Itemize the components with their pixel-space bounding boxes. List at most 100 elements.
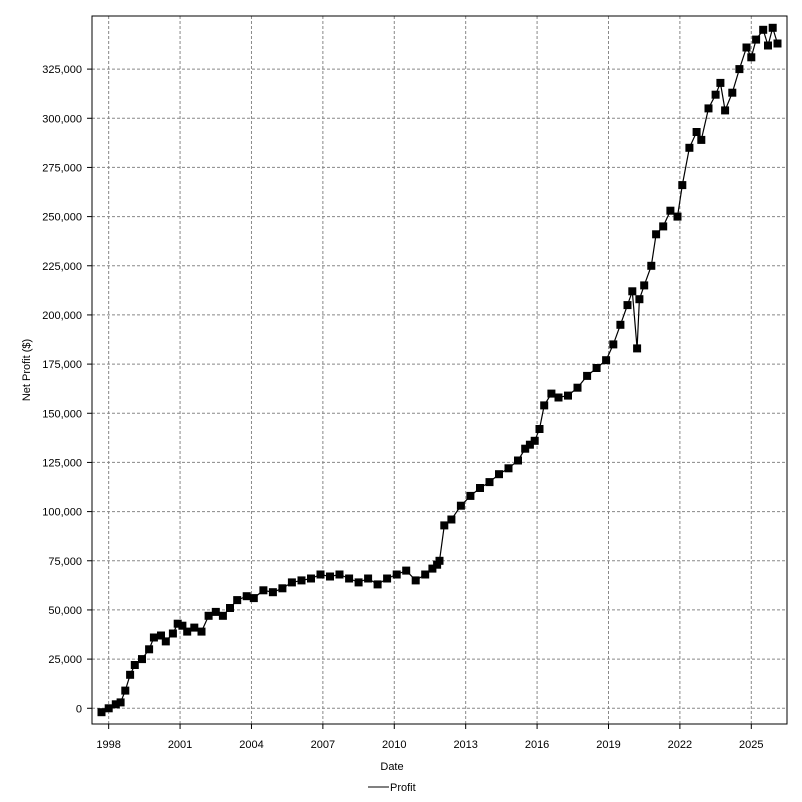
data-point: [747, 53, 756, 62]
data-point: [547, 389, 556, 398]
data-point: [218, 611, 227, 620]
y-tick-label: 0: [76, 703, 82, 715]
data-point: [354, 578, 363, 587]
data-point: [692, 128, 701, 136]
data-point: [573, 383, 582, 392]
x-tick-label: 2022: [668, 739, 692, 751]
data-point: [447, 515, 456, 524]
data-point: [647, 261, 656, 270]
data-point: [392, 570, 401, 579]
data-point: [183, 627, 192, 636]
data-point: [157, 631, 165, 640]
x-tick-label: 2016: [525, 739, 549, 751]
plot-area-border: [91, 15, 788, 725]
data-point: [373, 580, 382, 589]
data-point: [278, 584, 287, 593]
y-tick-label: 50,000: [48, 605, 82, 617]
data-point: [764, 41, 772, 50]
data-point: [521, 444, 530, 453]
data-point: [233, 596, 242, 605]
data-point: [440, 521, 449, 530]
data-point: [504, 464, 513, 473]
y-tick-label: 225,000: [42, 261, 82, 273]
y-tick-label: 75,000: [48, 556, 82, 568]
data-point: [635, 295, 644, 304]
data-point: [530, 436, 539, 445]
data-point: [121, 686, 130, 695]
x-tick-label: 2010: [382, 739, 406, 751]
data-point: [364, 574, 373, 583]
x-axis: 1998 2001 2004 2007 2010 2013 2016 2019 2022 2025: [96, 724, 764, 751]
data-point: [297, 576, 306, 585]
y-tick-label: 275,000: [42, 162, 82, 174]
data-point: [514, 456, 522, 465]
data-point: [628, 287, 637, 296]
data-point: [307, 574, 315, 583]
data-point: [168, 629, 177, 638]
data-point: [316, 570, 325, 579]
y-axis-title: Net Profit ($): [21, 339, 33, 401]
data-point: [287, 578, 296, 587]
data-point: [111, 700, 120, 709]
x-tick-label: 1998: [96, 739, 120, 751]
data-point: [768, 23, 777, 32]
y-tick-label: 325,000: [42, 64, 82, 76]
data-point: [752, 35, 761, 44]
y-tick-label: 175,000: [42, 359, 82, 371]
data-point: [145, 645, 154, 654]
y-tick-label: 125,000: [42, 457, 82, 469]
y-tick-label: 150,000: [42, 408, 82, 420]
data-point: [476, 484, 484, 492]
data-point: [623, 301, 632, 310]
y-axis: 0 25,000 50,000 75,000 100,000 125,000 150,000…: [42, 64, 92, 715]
y-tick-label: 200,000: [42, 310, 82, 322]
data-point: [116, 698, 125, 707]
data-point: [554, 393, 563, 402]
data-point: [704, 104, 713, 113]
data-point: [149, 633, 158, 642]
data-point: [564, 391, 572, 400]
x-tick-label: 2025: [739, 739, 763, 751]
data-point: [204, 611, 213, 620]
data-point: [97, 708, 106, 717]
data-point: [711, 90, 720, 99]
data-point: [428, 564, 437, 573]
data-point: [773, 39, 782, 48]
x-tick-label: 2004: [239, 739, 263, 751]
data-point: [652, 230, 661, 239]
data-point: [742, 43, 751, 52]
data-point: [268, 588, 277, 597]
data-point: [673, 212, 682, 221]
data-point: [602, 356, 611, 365]
data-point: [161, 637, 170, 646]
data-point: [485, 478, 494, 487]
data-point: [609, 340, 618, 349]
data-point: [495, 470, 503, 479]
series-profit: [97, 23, 782, 717]
data-point: [130, 661, 139, 669]
data-point: [525, 440, 534, 449]
data-point: [633, 344, 642, 353]
data-point: [178, 621, 187, 630]
data-point: [678, 181, 687, 190]
data-point: [421, 570, 430, 579]
data-point: [383, 574, 392, 583]
legend: Profit: [368, 782, 416, 794]
data-point: [535, 425, 544, 433]
data-point: [759, 25, 768, 34]
data-point: [126, 670, 135, 679]
y-tick-label: 300,000: [42, 113, 82, 125]
data-point: [616, 320, 625, 329]
data-point: [583, 371, 592, 380]
y-tick-label: 250,000: [42, 212, 82, 224]
grid-layer: [92, 16, 787, 724]
data-point: [666, 206, 675, 215]
data-point: [138, 655, 146, 664]
data-point: [411, 576, 420, 585]
x-tick-label: 2007: [311, 739, 335, 751]
legend-label-profit: Profit: [390, 782, 416, 794]
data-point: [456, 501, 465, 510]
y-tick-label: 100,000: [42, 507, 82, 519]
data-point: [402, 566, 411, 575]
y-tick-label: 25,000: [48, 654, 82, 666]
